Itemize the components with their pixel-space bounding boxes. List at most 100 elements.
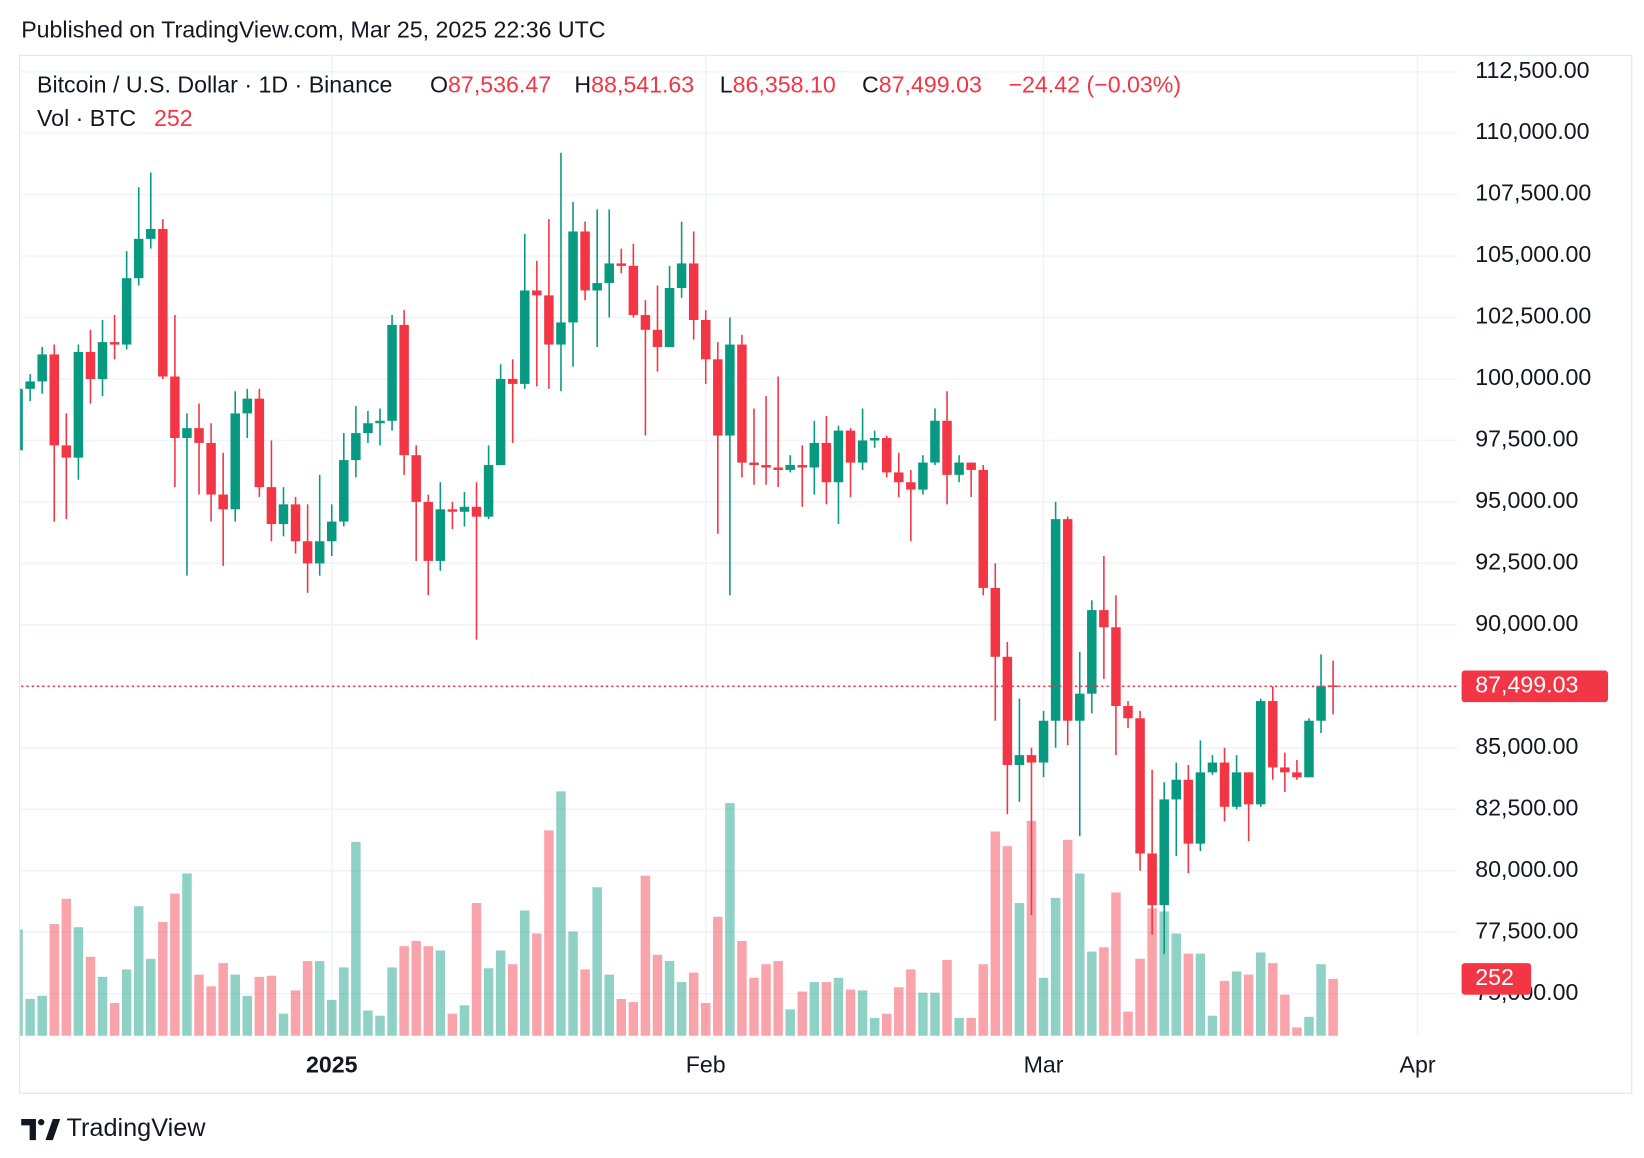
candle-body: [688, 263, 699, 320]
candle-body: [158, 229, 168, 377]
volume-bar: [314, 961, 325, 1036]
brand-logo: [21, 1119, 61, 1141]
volume-bar: [471, 903, 482, 1036]
volume-bar: [483, 968, 494, 1036]
y-tick-label: 95,000.00: [1475, 487, 1578, 513]
volume-bar: [966, 1017, 976, 1036]
candle-body: [628, 265, 639, 316]
volume-bar: [616, 998, 627, 1036]
candle-body: [1171, 779, 1182, 800]
volume-bar: [628, 1002, 639, 1036]
axes: 75,000.0077,500.0080,000.0082,500.0085,0…: [306, 57, 1609, 1077]
candle-body: [785, 465, 795, 470]
y-tick-label: 105,000.00: [1475, 241, 1591, 267]
candle-body: [314, 541, 325, 564]
y-tick-label: 112,500.00: [1475, 57, 1589, 83]
volume-bar: [1268, 963, 1278, 1036]
candle-body: [652, 329, 663, 348]
volume-bar: [978, 964, 988, 1036]
volume-bar: [351, 841, 361, 1036]
volume-bar: [411, 940, 421, 1036]
candle-body: [411, 455, 421, 502]
y-tick-label: 100,000.00: [1475, 364, 1591, 390]
volume-bar: [206, 986, 216, 1036]
volume-title: Vol · BTC: [37, 105, 136, 131]
volume-bar: [906, 969, 916, 1036]
volume-bar: [544, 830, 554, 1036]
candle-body: [20, 388, 23, 451]
candle-body: [61, 445, 72, 458]
legend-value: 88,541.63: [591, 72, 694, 98]
volume-bar: [1219, 980, 1230, 1036]
volume-bar: [459, 1005, 470, 1036]
candle-body: [1099, 610, 1109, 628]
volume-bar: [133, 906, 144, 1036]
candle-body: [942, 420, 952, 475]
volume-bar: [990, 831, 1001, 1036]
candle-body: [435, 509, 446, 561]
last-price-badge: [1461, 670, 1609, 703]
candle-body: [1135, 718, 1145, 854]
volume-bar: [954, 1017, 964, 1036]
legend-key: L: [720, 72, 733, 98]
volume-bar: [1304, 1016, 1314, 1036]
volume-bar: [520, 910, 530, 1036]
volume-bar: [1111, 892, 1121, 1036]
legend-key: H: [574, 72, 591, 98]
volume-bar: [604, 974, 614, 1036]
candle-body: [616, 263, 627, 266]
candle-body: [592, 283, 602, 291]
volume-bar: [737, 940, 747, 1036]
candle-body: [1123, 705, 1133, 719]
candle-body: [290, 504, 301, 542]
chart-frame: [19, 54, 1633, 1094]
candle-body: [302, 541, 313, 564]
candle-body: [894, 472, 904, 483]
published-note: Published on TradingView.com, Mar 25, 20…: [21, 17, 605, 43]
candle-body: [459, 506, 470, 512]
candle-body: [725, 344, 735, 436]
last-price-label: 87,499.03: [1475, 671, 1578, 697]
volume-bar: [363, 1010, 373, 1036]
candle-body: [495, 378, 506, 466]
volume-bar: [158, 922, 168, 1036]
candle-body: [483, 465, 494, 517]
volume-bar: [1087, 951, 1097, 1036]
grid: [21, 54, 1458, 1036]
candle-body: [773, 467, 783, 470]
volume-bar: [930, 992, 940, 1036]
candle-body: [327, 521, 337, 542]
volume-bar: [640, 875, 651, 1036]
volume-bar: [1171, 933, 1182, 1036]
candle-body: [1280, 767, 1290, 773]
volume-bar: [387, 967, 397, 1036]
candle-body: [1268, 701, 1278, 768]
legend-value: 87,536.47: [448, 72, 551, 98]
candle-body: [206, 442, 216, 495]
volume-bar: [532, 933, 542, 1036]
candle-body: [1014, 755, 1025, 765]
legend-line: Bitcoin / U.S. Dollar · 1D · Binance O87…: [37, 72, 1181, 98]
candle-body: [230, 413, 240, 510]
candle-body: [544, 295, 554, 345]
volume-bar: [1038, 977, 1049, 1036]
volume-bar: [254, 976, 265, 1036]
volume-bar: [290, 990, 301, 1036]
candle-body: [170, 376, 180, 438]
y-tick-label: 82,500.00: [1475, 794, 1578, 820]
candle-body: [1255, 701, 1266, 805]
candle-body: [1026, 755, 1037, 763]
candle-body: [85, 351, 96, 379]
volume-bar: [918, 992, 928, 1036]
y-tick-label: 90,000.00: [1475, 610, 1578, 636]
candle-body: [1183, 779, 1194, 844]
volume-bar: [568, 931, 578, 1036]
volume-bar: [170, 893, 180, 1036]
volume-bar: [881, 1013, 892, 1036]
volume-bar: [1147, 908, 1157, 1036]
candle-body: [845, 430, 856, 463]
candle-body: [194, 428, 204, 443]
volume-bar: [833, 977, 844, 1036]
candle-body: [447, 509, 458, 512]
